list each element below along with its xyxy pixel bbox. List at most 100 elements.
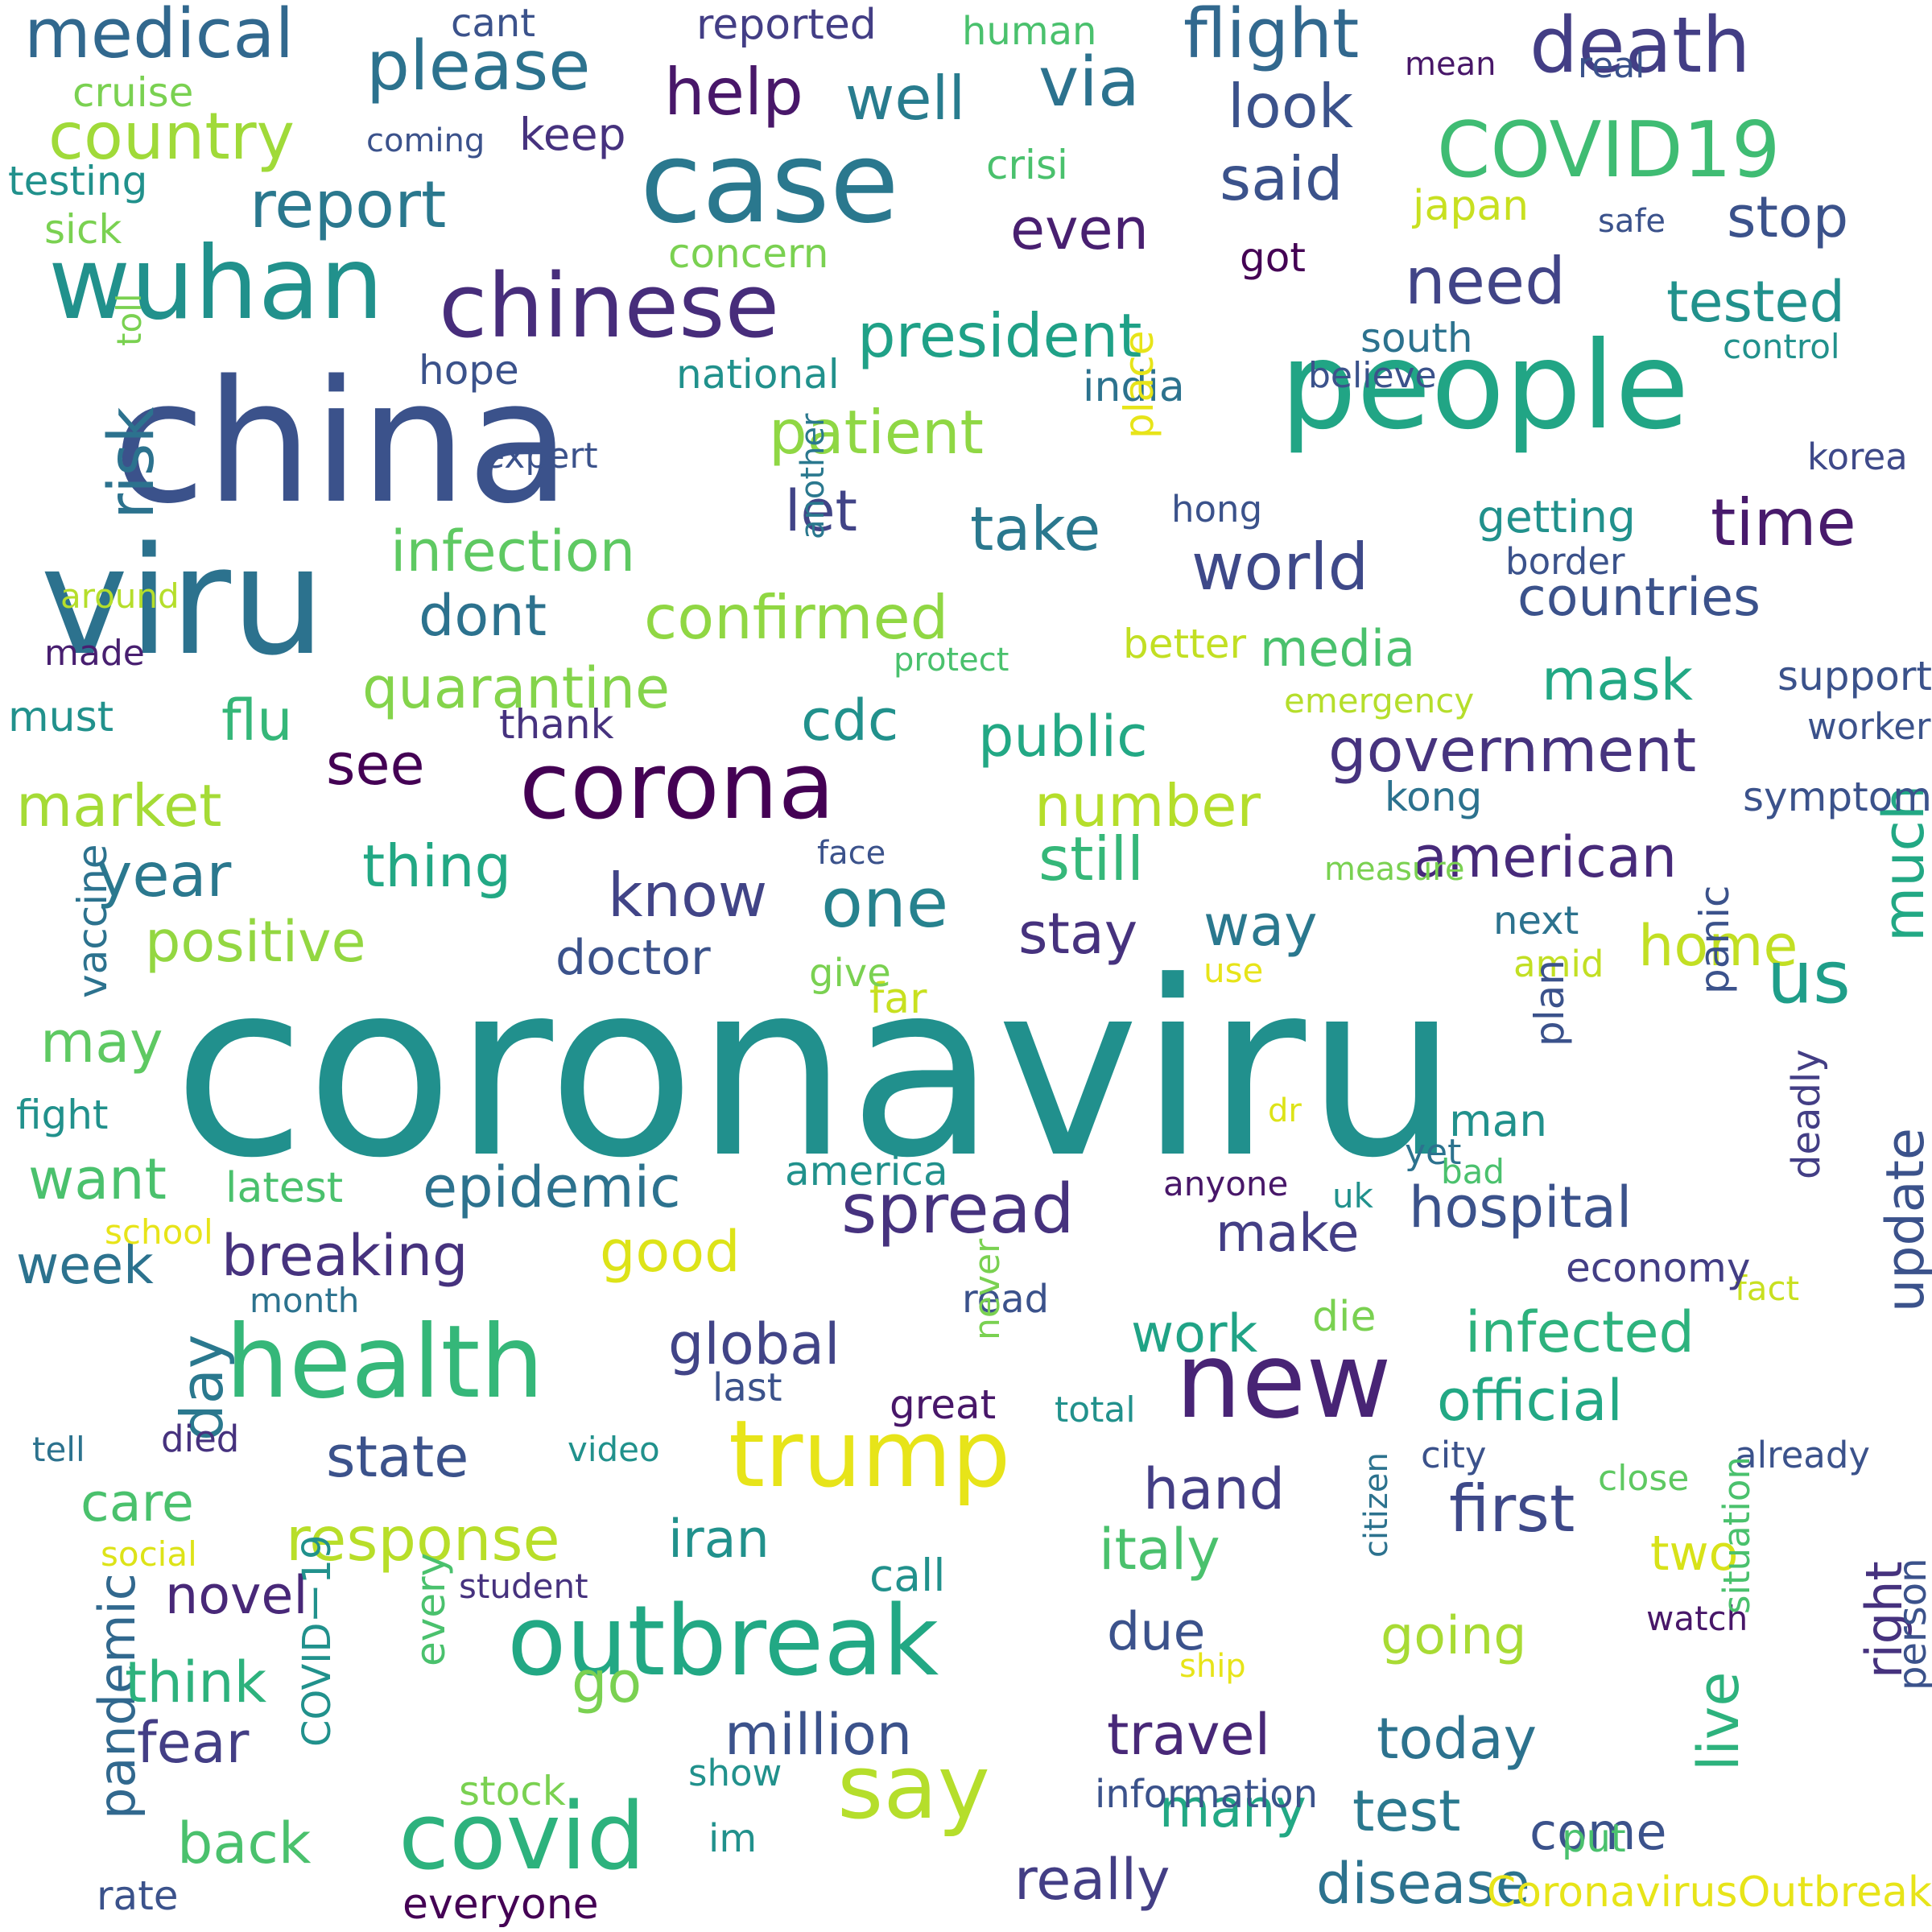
cloud-word: school <box>105 1212 213 1252</box>
cloud-word: state <box>326 1424 469 1490</box>
cloud-word: japan <box>1413 182 1530 230</box>
cloud-word: everyone <box>402 1880 599 1929</box>
cloud-word: cant <box>451 1 536 46</box>
cloud-word: show <box>688 1752 782 1794</box>
cloud-word: kong <box>1385 774 1483 820</box>
cloud-word: us <box>1767 935 1851 1020</box>
cloud-word: die <box>1312 1293 1377 1341</box>
cloud-word: two <box>1650 1525 1739 1582</box>
cloud-word: hope <box>419 347 519 394</box>
cloud-word: sick <box>44 206 122 253</box>
cloud-word: yet <box>1405 1132 1462 1173</box>
cloud-word: crisi <box>986 142 1068 188</box>
cloud-word: new <box>1175 1319 1392 1442</box>
cloud-word: CoronavirusOutbreak <box>1486 1868 1932 1917</box>
cloud-word: put <box>1562 1816 1626 1861</box>
cloud-word: report <box>250 167 447 242</box>
cloud-word: due <box>1107 1602 1206 1662</box>
cloud-word: outbreak <box>507 1586 939 1698</box>
cloud-word: country <box>48 99 295 174</box>
cloud-word: case <box>640 118 899 249</box>
cloud-word: come <box>1530 1802 1667 1861</box>
cloud-word: market <box>16 772 222 840</box>
cloud-word: people <box>1280 316 1690 456</box>
cloud-word: got <box>1240 234 1306 281</box>
cloud-word: confirmed <box>644 582 949 653</box>
cloud-word: infection <box>390 518 636 584</box>
cloud-word: economy <box>1566 1245 1751 1291</box>
cloud-word: fear <box>137 1710 250 1776</box>
cloud-word: tested <box>1666 269 1845 335</box>
cloud-word: time <box>1711 485 1856 560</box>
cloud-word: look <box>1228 71 1354 142</box>
cloud-word: say <box>837 1736 990 1839</box>
cloud-word: read <box>962 1277 1050 1322</box>
cloud-word: measure <box>1324 851 1465 888</box>
cloud-word: great <box>890 1381 997 1428</box>
cloud-word: every <box>407 1552 454 1666</box>
cloud-word: place <box>1116 330 1162 439</box>
cloud-word: hong <box>1171 488 1263 530</box>
cloud-word: plan <box>1526 960 1573 1046</box>
cloud-word: face <box>817 835 886 872</box>
cloud-word: breaking <box>221 1223 469 1289</box>
cloud-word: month <box>250 1281 360 1320</box>
cloud-word: call <box>869 1550 946 1601</box>
cloud-word: toll <box>109 293 149 346</box>
cloud-word: use <box>1203 951 1264 990</box>
cloud-word: quarantine <box>362 655 671 721</box>
cloud-word: citizen <box>1358 1452 1395 1558</box>
cloud-word: home <box>1638 913 1798 979</box>
cloud-word: travel <box>1107 1702 1271 1768</box>
cloud-word: rate <box>97 1872 179 1919</box>
cloud-word: reported <box>696 1 877 49</box>
cloud-word: social <box>101 1534 197 1574</box>
cloud-word: good <box>600 1219 741 1285</box>
cloud-word: think <box>125 1649 267 1715</box>
cloud-word: city <box>1421 1434 1487 1476</box>
cloud-word: testing <box>8 158 148 204</box>
cloud-word: keep <box>519 109 626 160</box>
cloud-word: real <box>1578 45 1645 86</box>
cloud-word: fight <box>16 1092 109 1138</box>
cloud-word: one <box>821 864 949 943</box>
cloud-word: next <box>1493 898 1579 943</box>
cloud-word: ship <box>1179 1648 1246 1685</box>
cloud-word: person <box>1890 1558 1932 1690</box>
cloud-word: mask <box>1542 647 1694 713</box>
cloud-word: go <box>572 1649 642 1715</box>
cloud-word: know <box>608 860 768 931</box>
cloud-word: situation <box>1715 1456 1758 1614</box>
cloud-word: flu <box>221 687 293 753</box>
cloud-word: deadly <box>1784 1049 1829 1179</box>
cloud-word: may <box>40 1009 163 1075</box>
cloud-word: made <box>44 633 145 674</box>
cloud-word: going <box>1381 1606 1527 1666</box>
cloud-word: getting <box>1477 491 1636 543</box>
cloud-word: covid <box>398 1783 646 1891</box>
cloud-word: want <box>28 1146 167 1212</box>
cloud-word: viru <box>40 514 326 688</box>
cloud-word: today <box>1377 1706 1538 1772</box>
cloud-word: first <box>1449 1472 1575 1546</box>
cloud-word: never <box>967 1238 1008 1340</box>
cloud-word: around <box>60 576 180 616</box>
cloud-word: bad <box>1441 1152 1505 1191</box>
cloud-word: health <box>225 1304 544 1421</box>
cloud-word: america <box>785 1148 948 1195</box>
cloud-word: national <box>676 351 840 398</box>
cloud-word: cdc <box>801 687 899 753</box>
cloud-word: man <box>1449 1095 1548 1146</box>
cloud-word: official <box>1437 1368 1623 1434</box>
cloud-word: see <box>326 732 425 798</box>
cloud-word: hospital <box>1409 1174 1633 1241</box>
cloud-word: said <box>1220 143 1344 214</box>
cloud-word: amid <box>1513 943 1604 985</box>
cloud-word: far <box>869 975 927 1023</box>
cloud-word: mean <box>1405 46 1496 83</box>
cloud-word: last <box>712 1365 782 1410</box>
cloud-word: test <box>1352 1778 1461 1844</box>
cloud-word: year <box>97 840 232 910</box>
cloud-word: corona <box>519 733 836 840</box>
